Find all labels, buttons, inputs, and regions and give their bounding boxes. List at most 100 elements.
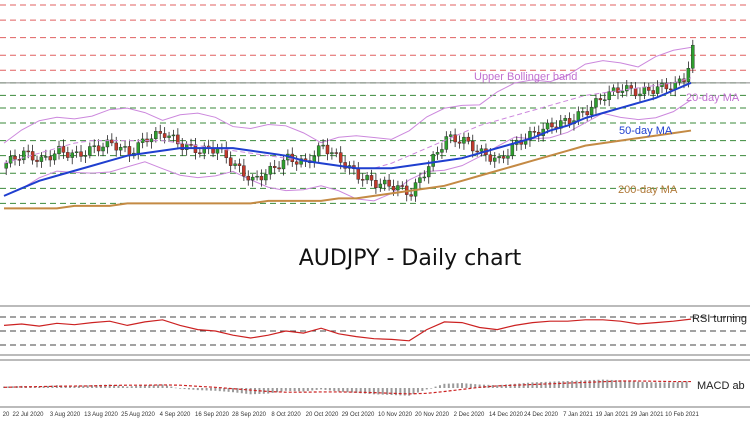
candle-body bbox=[620, 90, 625, 93]
candle-body bbox=[123, 146, 127, 148]
candle-body bbox=[409, 194, 413, 197]
macd-hist-bar bbox=[438, 385, 441, 388]
candle-body bbox=[281, 159, 286, 170]
candle-body bbox=[603, 99, 607, 101]
macd-hist-bar bbox=[659, 382, 662, 388]
macd-hist-bar bbox=[280, 388, 283, 392]
macd-hist-bar bbox=[535, 382, 538, 388]
macd-hist-bar bbox=[606, 379, 609, 388]
macd-hist-bar bbox=[157, 384, 160, 388]
candle-body bbox=[321, 144, 325, 147]
macd-hist-bar bbox=[632, 381, 635, 388]
macd-hist-bar bbox=[121, 386, 124, 388]
candle-body bbox=[581, 111, 585, 113]
macd-hist-bar bbox=[531, 382, 534, 388]
candle-body bbox=[488, 154, 493, 162]
macd-hist-bar bbox=[69, 385, 72, 388]
macd-hist-bar bbox=[628, 381, 631, 388]
x-tick-label: 20 Oct 2020 bbox=[306, 412, 339, 418]
macd-hist-bar bbox=[654, 382, 657, 388]
rsi-line bbox=[3, 318, 692, 342]
macd-hist-bar bbox=[588, 380, 591, 388]
candle-body bbox=[70, 152, 74, 158]
macd-hist-bar bbox=[311, 388, 314, 391]
macd-hist-bar bbox=[254, 388, 257, 395]
candle-body bbox=[686, 68, 691, 82]
candle-body bbox=[96, 145, 101, 152]
ma50-line bbox=[3, 81, 692, 197]
candle-body bbox=[563, 118, 567, 121]
macd-hist-bar bbox=[416, 388, 419, 393]
candle-body bbox=[532, 131, 537, 133]
candle-body bbox=[567, 118, 572, 125]
macd-hist-bar bbox=[452, 383, 455, 388]
candle-body bbox=[426, 166, 431, 178]
macd-hist-bar bbox=[245, 388, 248, 394]
macd-hist-bar bbox=[16, 386, 19, 388]
macd-hist-bar bbox=[461, 383, 463, 388]
macd-label: MACD ab bbox=[697, 380, 745, 392]
macd-hist-bar bbox=[214, 388, 217, 391]
macd-hist-bar bbox=[139, 385, 142, 388]
macd-hist-bar bbox=[505, 384, 508, 388]
x-tick-label: 2 Dec 2020 bbox=[454, 412, 485, 418]
macd-hist-bar bbox=[637, 381, 640, 388]
macd-hist-bar bbox=[399, 388, 402, 396]
x-tick-label: 14 Dec 2020 bbox=[489, 412, 524, 418]
macd-hist-bar bbox=[82, 385, 85, 388]
macd-hist-bar bbox=[597, 379, 600, 388]
macd-hist-bar bbox=[601, 379, 604, 388]
macd-hist-bar bbox=[293, 388, 296, 392]
macd-hist-bar bbox=[553, 381, 556, 388]
macd-hist-bar bbox=[579, 380, 582, 388]
macd-hist-bar bbox=[108, 384, 111, 388]
macd-hist-bar bbox=[500, 384, 503, 388]
candle-body bbox=[589, 106, 594, 116]
macd-hist-bar bbox=[179, 388, 182, 389]
x-tick-label: 19 Jan 2021 bbox=[595, 412, 629, 418]
candle-body bbox=[598, 98, 603, 101]
ma200-line bbox=[4, 129, 692, 210]
x-tick-label: 4 Sep 2020 bbox=[160, 412, 191, 418]
candle-body bbox=[294, 161, 299, 165]
x-tick-label: 10 Nov 2020 bbox=[378, 412, 413, 418]
x-tick-label: 29 Oct 2020 bbox=[342, 412, 375, 418]
candle-body bbox=[167, 135, 171, 138]
candle-body bbox=[215, 148, 220, 154]
candle-body bbox=[664, 82, 669, 90]
macd-hist-bar bbox=[623, 380, 626, 388]
candle-body bbox=[629, 85, 633, 89]
macd-hist-bar bbox=[73, 385, 76, 388]
candle-body bbox=[176, 134, 180, 145]
macd-hist-bar bbox=[192, 388, 195, 390]
candle-body bbox=[387, 179, 391, 187]
candlesticks bbox=[4, 39, 695, 202]
macd-hist-bar bbox=[315, 388, 318, 390]
macd-hist-bar bbox=[11, 386, 14, 388]
candle-body bbox=[594, 98, 598, 108]
candle-body bbox=[189, 144, 193, 146]
candle-body bbox=[453, 134, 457, 143]
macd-hist-bar bbox=[205, 388, 208, 391]
macd-hist-bar bbox=[474, 384, 477, 388]
macd-hist-bar bbox=[650, 382, 653, 388]
macd-hist-bar bbox=[42, 386, 45, 388]
macd-hist-bar bbox=[236, 388, 239, 393]
macd-hist-bar bbox=[672, 382, 675, 388]
macd-hist-bar bbox=[99, 384, 102, 388]
candle-body bbox=[576, 111, 581, 121]
macd-panel bbox=[3, 379, 691, 396]
candle-body bbox=[431, 154, 435, 167]
x-tick-label: 25 Aug 2020 bbox=[121, 412, 155, 418]
candle-body bbox=[83, 155, 88, 157]
candle-body bbox=[264, 174, 268, 181]
macd-hist-bar bbox=[575, 380, 578, 388]
macd-hist-bar bbox=[667, 382, 670, 388]
candle-body bbox=[669, 88, 673, 91]
candle-body bbox=[422, 176, 427, 179]
candle-body bbox=[585, 111, 589, 116]
macd-hist-bar bbox=[430, 388, 433, 389]
ma50-label: 50-day MA bbox=[619, 125, 673, 137]
macd-hist-bar bbox=[187, 388, 190, 390]
macd-hist-bar bbox=[443, 383, 446, 388]
